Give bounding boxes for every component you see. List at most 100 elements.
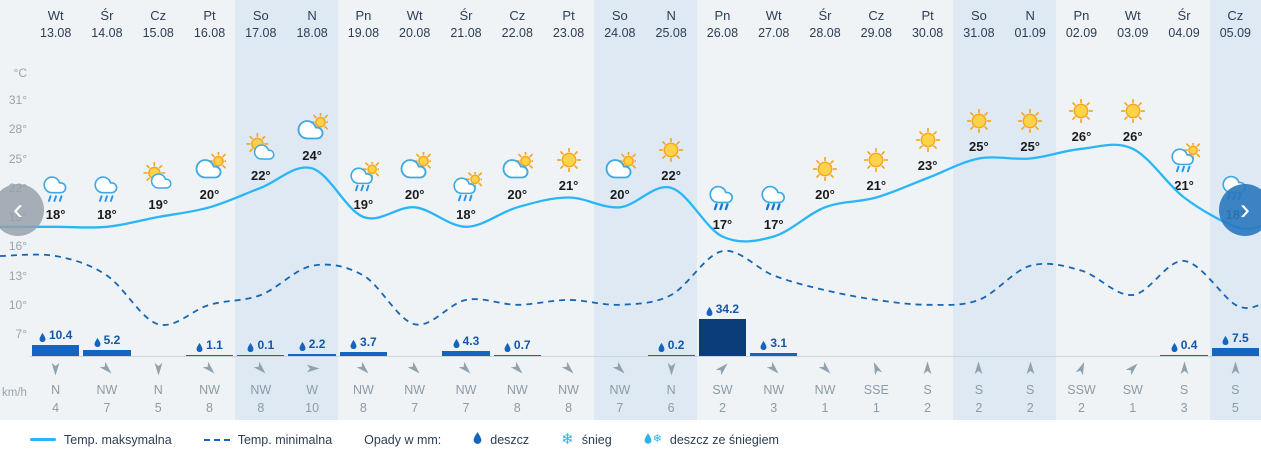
wind-direction-arrow-icon <box>286 360 337 377</box>
wind-direction-arrow-icon <box>543 360 594 377</box>
axis-tick-25: 25° <box>8 151 27 166</box>
max-temp-label: 25° <box>969 138 989 154</box>
weather-icon-cloud-sun <box>194 151 229 186</box>
wind-direction-arrow-icon <box>1158 360 1209 377</box>
date-label: 02.09 <box>1065 26 1098 40</box>
axis-unit-kmh: km/h <box>2 387 27 399</box>
max-temp-label: 24° <box>302 148 322 164</box>
date-label: 17.08 <box>245 26 277 40</box>
wind-direction-label: NW <box>404 383 426 397</box>
wind-direction-arrow-icon <box>184 360 235 377</box>
date-label: 24.08 <box>604 26 636 40</box>
day-column-31.08: So 31.08 25° S 2 <box>953 0 1005 420</box>
weather-icon-showers <box>706 182 738 216</box>
day-column-04.09: Śr 04.09 21° 0.4 S 3 <box>1158 0 1209 420</box>
wind-speed-label: 3 <box>770 401 778 415</box>
wind-speed-label: 7 <box>616 401 624 415</box>
wind-direction-label: S <box>1231 383 1240 397</box>
day-label: Cz <box>1227 8 1244 23</box>
weather-icon-rain-sun <box>347 159 383 196</box>
wind-direction-arrow-icon <box>389 360 440 377</box>
legend-rain-snow-label: deszcz ze śniegiem <box>669 432 779 447</box>
date-label: 13.08 <box>40 26 72 40</box>
max-temp-label: 18° <box>97 206 117 222</box>
wind-direction-label: NW <box>506 383 528 397</box>
date-label: 29.08 <box>860 26 892 40</box>
max-temp-label: 20° <box>199 187 220 203</box>
day-label: So <box>970 8 987 23</box>
precip-bar <box>288 354 336 356</box>
day-label: Cz <box>150 8 167 23</box>
wind-direction-label: N <box>666 383 676 397</box>
wind-speed-label: 1 <box>821 401 829 415</box>
weather-icon-cloud-sun <box>604 151 639 186</box>
legend-min-label: Temp. minimalna <box>237 432 333 447</box>
weather-icon-rain-sun <box>450 169 485 206</box>
weather-icon-cloud-sun <box>501 151 536 186</box>
legend-rain: deszcz <box>473 432 529 447</box>
wind-direction-label: W <box>306 383 318 397</box>
date-label: 16.08 <box>193 26 226 40</box>
day-label: Pt <box>562 8 575 23</box>
day-label: Wt <box>47 8 64 23</box>
day-label: N <box>1025 8 1035 23</box>
weather-icon-sun <box>655 133 687 167</box>
max-temp-line-icon <box>30 438 56 441</box>
weather-icon-rain-sun <box>1168 140 1203 177</box>
wind-direction-label: SW <box>1122 383 1143 397</box>
wind-speed-label: 7 <box>462 401 470 415</box>
wind-direction-label: NW <box>352 383 374 397</box>
precip-bar <box>698 319 747 356</box>
axis-tick-16: 16° <box>8 239 27 254</box>
wind-direction-label: NW <box>609 383 631 397</box>
precip-value: 7.5 <box>1210 331 1261 345</box>
axis-tick-28: 28° <box>8 122 27 137</box>
precip-value: 34.2 <box>697 302 748 316</box>
wind-direction-arrow-icon <box>338 360 389 377</box>
wind-direction-label: N <box>153 383 163 397</box>
precip-bar <box>83 350 131 356</box>
date-label: 30.08 <box>911 26 944 40</box>
precip-bar <box>442 351 490 356</box>
wind-direction-label: SSW <box>1067 383 1096 397</box>
date-label: 05.09 <box>1219 26 1251 40</box>
legend-snow-label: śnieg <box>581 432 612 447</box>
date-label: 19.08 <box>347 26 380 40</box>
max-temp-label: 26° <box>1122 128 1143 144</box>
precip-bar <box>750 353 798 356</box>
weather-icon-sun-cloud <box>142 161 174 196</box>
axis-tick-7: 7° <box>15 327 27 341</box>
max-temp-label: 19° <box>353 197 374 212</box>
date-label: 27.08 <box>758 26 790 40</box>
day-label: Cz <box>868 8 885 23</box>
precip-value: 0.7 <box>492 338 543 352</box>
precip-value: 0.1 <box>235 338 286 352</box>
forecast-columns: Wt 13.08 18° 10.4 N 4 Śr 14.08 18° 5.2 NW 7 Cz 15.08 1… <box>30 0 1261 420</box>
legend-max-label: Temp. maksymalna <box>64 432 172 447</box>
max-temp-label: 20° <box>404 187 425 203</box>
legend-min-temp: Temp. minimalna <box>203 432 333 447</box>
day-label: Śr <box>100 8 114 23</box>
date-label: 22.08 <box>501 26 533 40</box>
wind-direction-arrow-icon <box>953 360 1004 377</box>
wind-direction-arrow-icon <box>646 360 697 377</box>
wind-direction-arrow-icon <box>1210 360 1261 377</box>
legend-max-temp: Temp. maksymalna <box>30 433 172 447</box>
date-label: 28.08 <box>809 26 841 40</box>
weather-icon-sun <box>963 104 995 138</box>
wind-speed-label: 8 <box>206 401 213 415</box>
axis-unit-celsius: °C <box>13 66 27 80</box>
precip-value: 3.1 <box>748 336 799 350</box>
weather-icon-cloud-sun <box>296 112 331 147</box>
wind-speed-label: 2 <box>924 401 932 415</box>
wind-speed-label: 6 <box>667 401 675 415</box>
day-column-16.08: Pt 16.08 20° 1.1 NW 8 <box>184 0 235 420</box>
wind-direction-arrow-icon <box>133 360 184 377</box>
date-label: 01.09 <box>1014 26 1046 40</box>
day-column-22.08: Cz 22.08 20° 0.7 NW 8 <box>492 0 543 420</box>
wind-speed-label: 3 <box>1180 401 1188 415</box>
day-label: Wt <box>765 8 782 23</box>
legend-rain-label: deszcz <box>490 432 530 447</box>
axis-tick-13: 13° <box>8 268 27 283</box>
legend-precip-title: Opady w mm: <box>364 433 441 447</box>
